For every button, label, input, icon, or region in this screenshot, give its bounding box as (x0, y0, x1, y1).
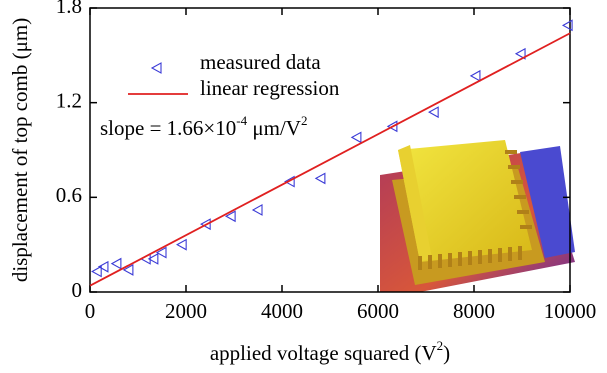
x-tick-label: 10000 (544, 299, 597, 323)
y-tick-label: 0.6 (56, 183, 82, 207)
x-tick-label: 8000 (453, 299, 495, 323)
annotation-unit: μm/V (247, 116, 301, 140)
legend-marker (152, 63, 161, 73)
x-axis-label: applied voltage squared (V2) (210, 338, 450, 365)
x-tick-label: 0 (85, 299, 96, 323)
data-point (92, 266, 101, 276)
y-axis-label: displacement of top comb (μm) (8, 18, 32, 282)
x-axis-label-suffix: ) (443, 341, 450, 365)
data-point (177, 240, 186, 250)
annotation: slope = 1.66×10-4 μm/V2 (100, 113, 307, 140)
data-point (352, 132, 361, 142)
x-tick-label: 6000 (357, 299, 399, 323)
x-tick-label: 4000 (261, 299, 303, 323)
x-tick-label: 2000 (165, 299, 207, 323)
data-point (253, 205, 262, 215)
y-tick-label: 1.8 (56, 0, 82, 18)
annotation-text: slope = 1.66×10 (100, 116, 236, 140)
data-point (112, 259, 121, 269)
legend-label: measured data (200, 50, 321, 74)
inset-image (380, 140, 575, 292)
y-tick-label: 1.2 (56, 88, 82, 112)
annotation-unit-exponent: 2 (301, 113, 308, 128)
chart: displacement of top comb (μm) applied vo… (0, 0, 607, 373)
legend-label: linear regression (200, 76, 340, 100)
data-point (316, 173, 325, 183)
x-axis-label-text: applied voltage squared (V (210, 341, 437, 365)
annotation-exponent: -4 (236, 113, 247, 128)
data-point (471, 71, 480, 81)
y-tick-label: 0 (72, 278, 83, 302)
data-point (429, 107, 438, 117)
